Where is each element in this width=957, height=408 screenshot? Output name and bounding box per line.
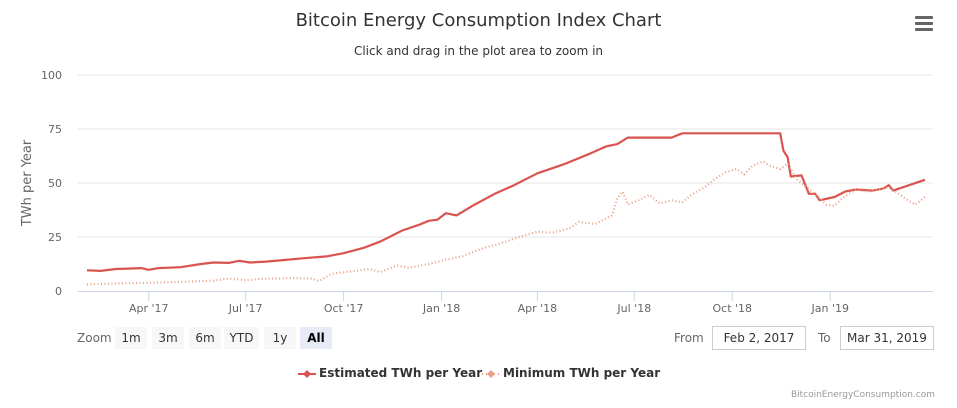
estimated-legend-marker-icon	[298, 369, 316, 378]
y-tick-label: 100	[41, 69, 62, 82]
from-label: From	[674, 331, 704, 345]
y-tick-label: 25	[48, 231, 62, 244]
from-date-input[interactable]: Feb 2, 2017	[712, 326, 806, 350]
x-tick-label: Oct '17	[324, 302, 364, 315]
legend-item-estimated[interactable]: Estimated TWh per Year	[298, 366, 482, 380]
series-line-estimated	[86, 132, 926, 272]
chart-subtitle: Click and drag in the plot area to zoom …	[353, 44, 604, 58]
legend-label-estimated: Estimated TWh per Year	[319, 366, 483, 380]
x-tick-label: Jan '19	[810, 302, 848, 315]
to-date-input[interactable]: Mar 31, 2019	[840, 326, 934, 350]
x-tick-label: Jul '17	[228, 302, 263, 315]
zoom-all-button[interactable]: All	[300, 327, 332, 349]
y-tick-label: 0	[55, 285, 62, 298]
to-label: To	[818, 331, 831, 345]
minimum-legend-marker-icon	[482, 369, 500, 378]
zoom-6m-button[interactable]: 6m	[189, 327, 221, 349]
y-axis-title: TWh per Year	[20, 139, 35, 227]
zoom-label: Zoom	[77, 331, 112, 345]
x-tick-label: Jul '18	[616, 302, 651, 315]
zoom-1y-button[interactable]: 1y	[264, 327, 296, 349]
chart-title: Bitcoin Energy Consumption Index Chart	[295, 10, 662, 31]
x-tick-label: Apr '17	[129, 302, 169, 315]
y-tick-label: 50	[48, 177, 62, 190]
zoom-1m-button[interactable]: 1m	[115, 327, 147, 349]
credit-link[interactable]: BitcoinEnergyConsumption.com	[790, 390, 935, 400]
x-tick-label: Oct '18	[712, 302, 752, 315]
hamburger-menu-icon[interactable]	[915, 16, 933, 32]
zoom-ytd-button[interactable]: YTD	[224, 327, 259, 349]
y-tick-label: 75	[48, 123, 62, 136]
zoom-3m-button[interactable]: 3m	[152, 327, 184, 349]
series-line-minimum	[86, 160, 926, 286]
legend-label-minimum: Minimum TWh per Year	[503, 366, 661, 380]
x-tick-label: Apr '18	[518, 302, 558, 315]
x-tick-label: Jan '18	[422, 302, 460, 315]
legend-item-minimum[interactable]: Minimum TWh per Year	[482, 366, 660, 380]
